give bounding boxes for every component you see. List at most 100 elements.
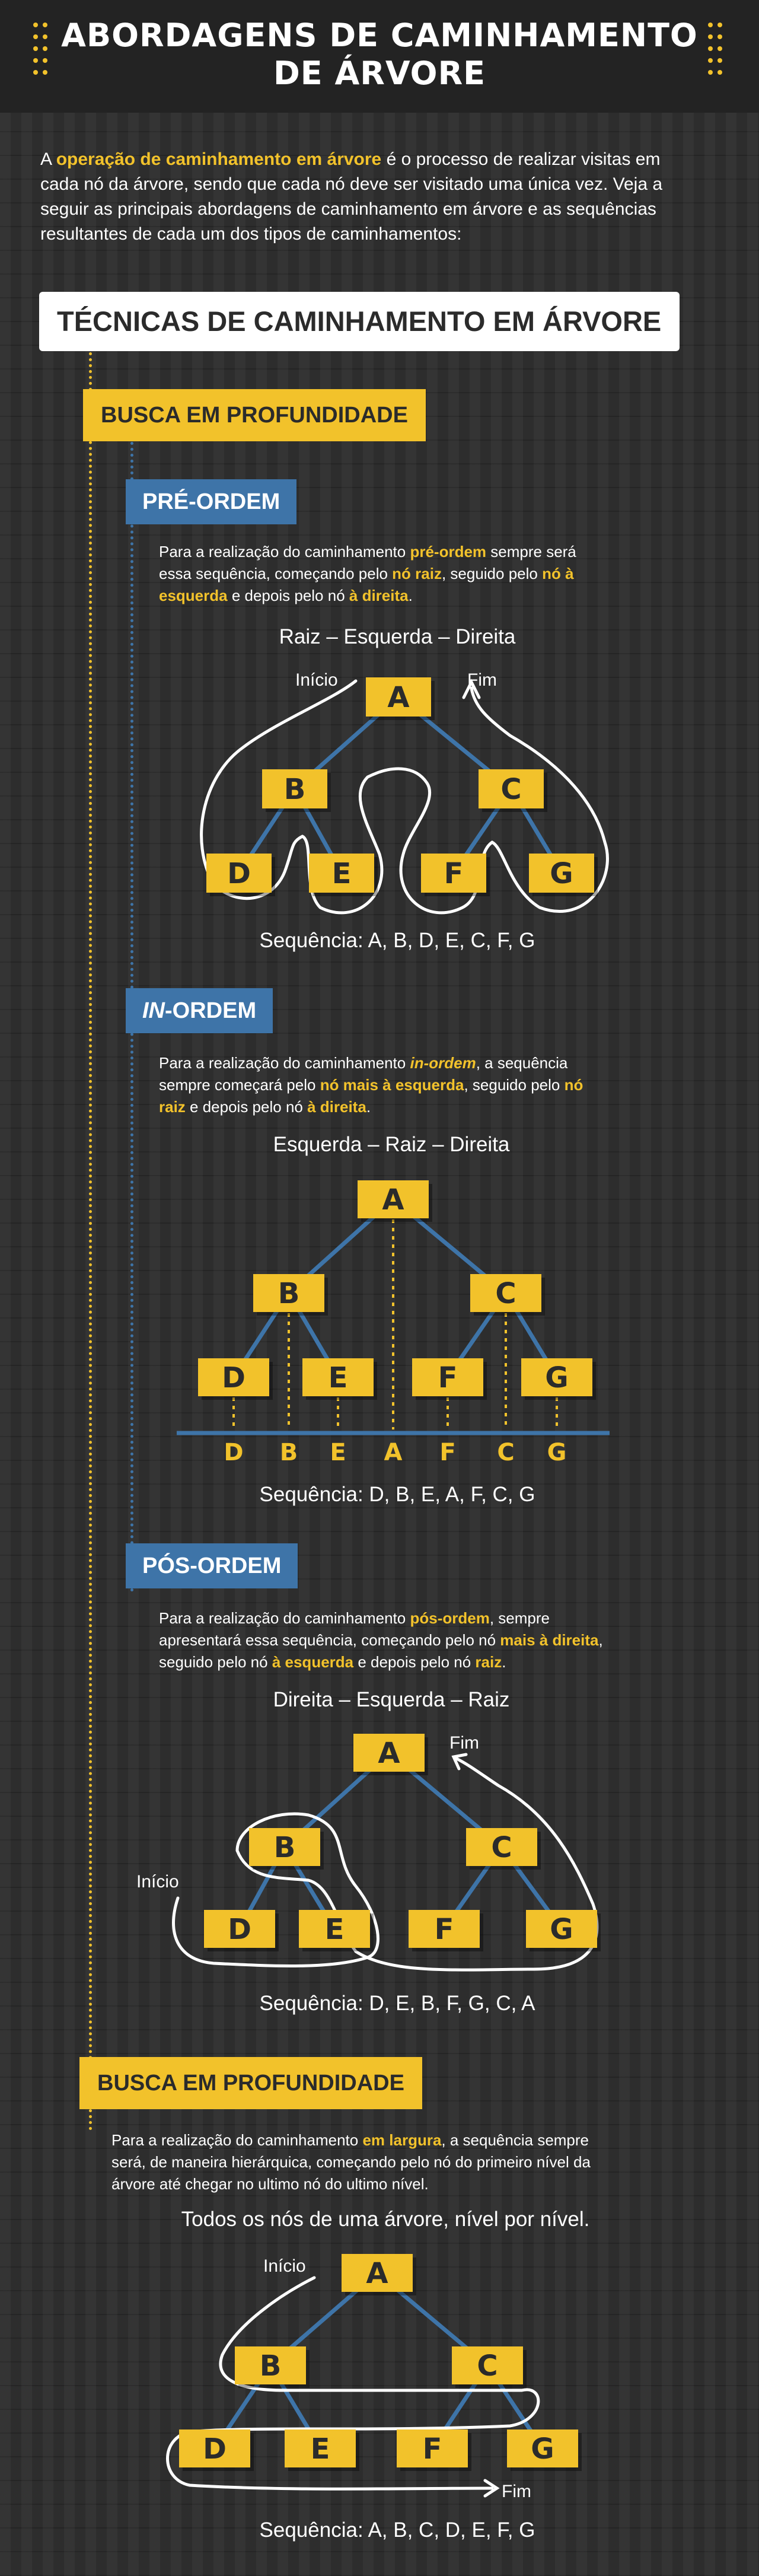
preorder-highlight-3: nó à esquerda: [159, 565, 574, 604]
preorder-highlight-4: à direita: [349, 587, 409, 604]
inorder-text-1: Para a realização do caminhamento: [159, 1054, 410, 1072]
breadth-text-1: Para a realização do caminhamento: [111, 2131, 363, 2149]
inorder-node-F: F: [412, 1358, 487, 1400]
breadth-node-C: C: [452, 2346, 527, 2388]
preorder-node-label-D: D: [227, 857, 251, 890]
breadth-traversal-path: [166, 2276, 540, 2491]
inorder-description: Para a realização do caminhamento in-ord…: [159, 1052, 610, 1118]
preorder-highlight-1: pré-ordem: [410, 543, 487, 561]
breadth-order-label: Todos os nós de uma árvore, nível por ní…: [181, 2208, 590, 2231]
postorder-node-label-F: F: [435, 1913, 454, 1946]
inorder-node-label-B: B: [278, 1277, 300, 1310]
postorder-highlight-3: à esquerda: [272, 1653, 354, 1671]
breadth-node-F: F: [397, 2429, 471, 2471]
inorder-projection-label-F: F: [439, 1439, 455, 1466]
postorder-highlight-2: mais à direita: [500, 1631, 599, 1649]
inorder-highlight-1: in-ordem: [410, 1054, 476, 1072]
inorder-node-D: D: [198, 1358, 273, 1400]
preorder-node-A: A: [366, 677, 435, 720]
preorder-node-B: B: [262, 769, 331, 812]
inorder-node-label-F: F: [438, 1361, 458, 1394]
preorder-text-2: sempre será essa sequência, começando pe…: [159, 543, 576, 582]
postorder-highlight-4: raiz: [475, 1653, 502, 1671]
postorder-node-label-A: A: [378, 1737, 400, 1770]
inorder-node-A: A: [358, 1180, 432, 1222]
inorder-projection-label-G: G: [547, 1439, 567, 1466]
inorder-text-5: .: [366, 1098, 371, 1116]
inorder-text-2: , a sequência sempre começará pelo: [159, 1054, 568, 1094]
breadth-node-A: A: [342, 2254, 416, 2295]
preorder-node-D: D: [206, 854, 275, 896]
postorder-node-label-D: D: [228, 1913, 251, 1946]
breadth-text-2: , a sequência sempre será, de maneira hi…: [111, 2131, 591, 2193]
preorder-end-arrow: [462, 679, 481, 699]
postorder-text-2: , sempre apresentará essa sequência, com…: [159, 1609, 550, 1649]
inorder-node-label-G: G: [545, 1361, 568, 1394]
inorder-node-label-D: D: [222, 1361, 245, 1394]
inorder-sequence: Sequência: D, B, E, A, F, C, G: [259, 1483, 535, 1506]
postorder-text-4: e depois pelo nó: [353, 1653, 476, 1671]
breadth-node-label-C: C: [477, 2349, 498, 2383]
inorder-node-G: G: [521, 1358, 596, 1400]
inorder-projection-label-E: E: [330, 1439, 346, 1466]
inorder-highlight-4: à direita: [307, 1098, 366, 1116]
inorder-projection-label-C: C: [497, 1439, 514, 1466]
preorder-node-E: E: [309, 854, 378, 896]
breadth-node-label-B: B: [260, 2349, 282, 2383]
subsection-title-preorder: PRÉ-ORDEM: [126, 479, 297, 524]
inorder-title-prefix: IN: [142, 998, 165, 1023]
postorder-sequence: Sequência: D, E, B, F, G, C, A: [259, 1992, 535, 2015]
inorder-text-4: e depois pelo nó: [185, 1098, 308, 1116]
breadth-node-label-D: D: [203, 2432, 227, 2466]
preorder-sequence: Sequência: A, B, D, E, C, F, G: [259, 929, 535, 952]
intro-text-1: A: [40, 149, 56, 169]
preorder-start-label: Início: [295, 670, 338, 690]
preorder-node-C: C: [479, 769, 547, 812]
breadth-node-G: G: [507, 2429, 582, 2471]
postorder-node-G: G: [526, 1910, 601, 1951]
inorder-projection-label-B: B: [280, 1439, 298, 1466]
postorder-text-1: Para a realização do caminhamento: [159, 1609, 410, 1627]
preorder-text-3: , seguido pelo: [441, 565, 543, 582]
preorder-text-5: .: [408, 587, 413, 604]
inorder-node-B: B: [253, 1274, 328, 1316]
inorder-text-3: , seguido pelo: [464, 1076, 565, 1094]
intro-paragraph: A operação de caminhamento em árvore é o…: [40, 147, 699, 247]
postorder-order-label: Direita – Esquerda – Raiz: [273, 1688, 510, 1711]
decorative-dots-right: [708, 23, 726, 88]
postorder-start-label: Início: [136, 1872, 179, 1892]
preorder-text-4: e depois pelo nó: [227, 587, 349, 604]
header: ABORDAGENS DE CAMINHAMENTO DE ÁRVORE: [0, 0, 759, 113]
preorder-highlight-2: nó raiz: [392, 565, 442, 582]
section-title-breadth: BUSCA EM PROFUNDIDADE: [79, 2057, 422, 2109]
breadth-highlight-1: em largura: [362, 2131, 442, 2149]
breadth-node-label-F: F: [423, 2432, 442, 2466]
postorder-highlight-1: pós-ordem: [410, 1609, 490, 1627]
postorder-node-label-C: C: [491, 1831, 512, 1864]
intro-highlight: operação de caminhamento em árvore: [56, 149, 382, 169]
subsection-title-inorder: IN-ORDEM: [126, 988, 273, 1033]
inorder-node-C: C: [470, 1274, 545, 1316]
inorder-projection-label-D: D: [224, 1439, 243, 1466]
breadth-node-D: D: [179, 2429, 254, 2471]
preorder-order-label: Raiz – Esquerda – Direita: [279, 625, 516, 648]
inorder-highlight-3: nó raiz: [159, 1076, 583, 1116]
postorder-end-arrow: [451, 1753, 468, 1771]
inorder-order-label: Esquerda – Raiz – Direita: [273, 1133, 510, 1156]
postorder-node-E: E: [299, 1910, 374, 1951]
inorder-node-label-E: E: [329, 1361, 348, 1394]
postorder-traversal-path: [172, 1757, 599, 1972]
postorder-node-C: C: [466, 1828, 541, 1870]
breadth-sequence: Sequência: A, B, C, D, E, F, G: [259, 2518, 535, 2542]
preorder-description: Para a realização do caminhamento pré-or…: [159, 541, 610, 607]
preorder-node-label-B: B: [284, 773, 306, 806]
postorder-text-3: , seguido pelo nó: [159, 1631, 603, 1671]
breadth-start-label: Início: [263, 2256, 306, 2276]
breadth-end-label: Fim: [502, 2482, 531, 2501]
breadth-node-label-G: G: [531, 2432, 554, 2466]
inorder-node-label-A: A: [382, 1183, 404, 1217]
breadth-node-B: B: [235, 2346, 310, 2388]
breadth-node-E: E: [285, 2429, 359, 2471]
postorder-text-5: .: [502, 1653, 506, 1671]
